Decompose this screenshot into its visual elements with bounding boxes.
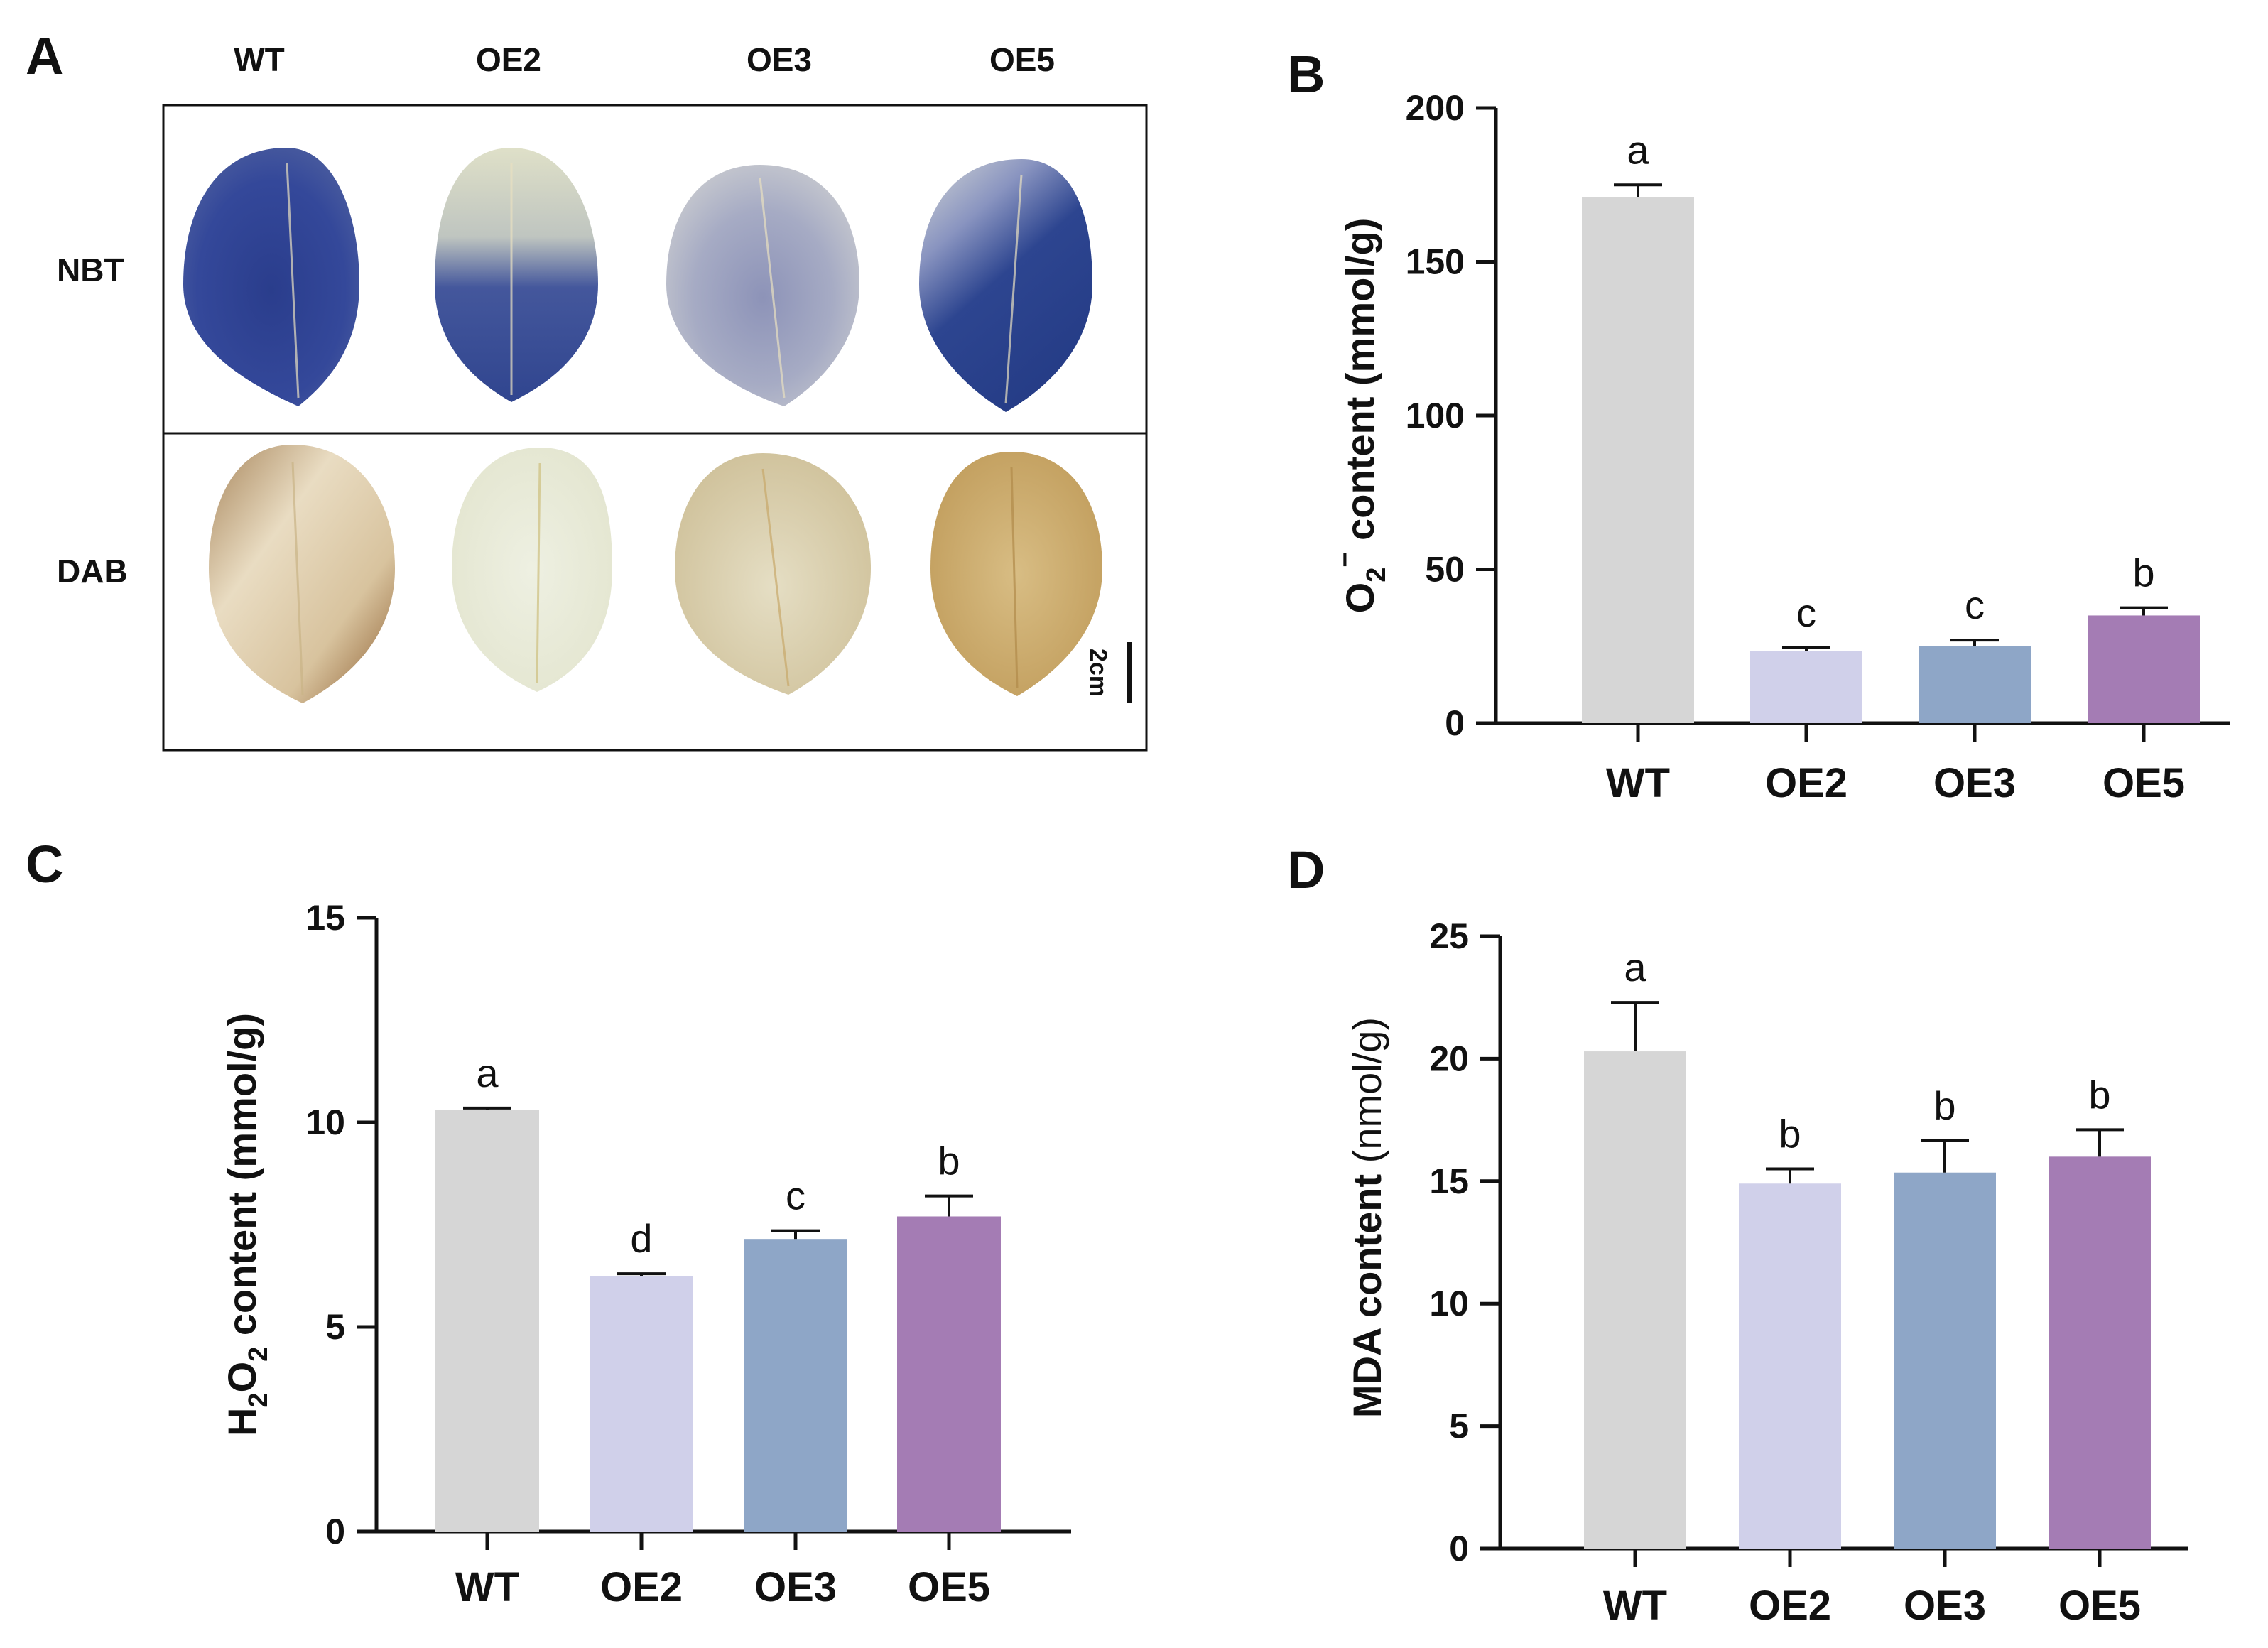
category-label-c-wt: WT xyxy=(455,1564,519,1610)
y-tick-label-c-5: 5 xyxy=(325,1307,345,1347)
significance-label-d-oe3: b xyxy=(1933,1083,1955,1128)
leaf-dab-oe3 xyxy=(675,453,871,695)
y-tick-label-b-100: 100 xyxy=(1406,396,1465,435)
significance-label-c-oe5: b xyxy=(938,1139,960,1183)
scale-bar-label: 2cm xyxy=(1085,649,1112,697)
bar-d-oe3 xyxy=(1894,1172,1996,1549)
y-tick-label-c-15: 15 xyxy=(305,898,345,938)
y-tick-label-d-5: 5 xyxy=(1449,1406,1469,1446)
bar-d-wt xyxy=(1584,1051,1686,1549)
bar-b-oe2 xyxy=(1750,651,1862,723)
y-tick-label-b-0: 0 xyxy=(1445,703,1465,743)
category-label-b-oe2: OE2 xyxy=(1765,760,1848,806)
leaf-nbt-wt xyxy=(183,148,359,406)
column-header-oe2: OE2 xyxy=(476,41,541,78)
leaf-dab-oe2 xyxy=(452,448,612,692)
y-tick-label-d-20: 20 xyxy=(1429,1039,1469,1078)
panel-label-c: C xyxy=(26,835,63,894)
chart-mda-content: 0 5 10 15 20 25 a WT b OE2 b OE3 b OE5 MDA content (… xyxy=(1345,916,2188,1629)
y-tick-label-c-10: 10 xyxy=(305,1102,345,1142)
category-label-b-oe3: OE3 xyxy=(1933,760,2016,806)
significance-label-d-oe5: b xyxy=(2088,1072,2110,1117)
y-tick-label-b-150: 150 xyxy=(1406,242,1465,282)
y-axis-label-c: H2O2 content (mmol/g) xyxy=(219,1013,273,1436)
category-label-c-oe5: OE5 xyxy=(908,1564,990,1610)
significance-label-c-oe2: d xyxy=(630,1216,652,1261)
panel-label-b: B xyxy=(1287,45,1325,104)
bar-b-oe5 xyxy=(2088,615,2200,723)
y-tick-label-c-0: 0 xyxy=(325,1512,345,1551)
significance-label-c-wt: a xyxy=(476,1051,499,1095)
significance-label-d-wt: a xyxy=(1624,945,1646,990)
bar-b-oe3 xyxy=(1919,646,2031,723)
significance-label-b-oe5: b xyxy=(2132,551,2154,595)
row-label-dab: DAB xyxy=(57,553,128,590)
category-label-d-wt: WT xyxy=(1603,1583,1667,1629)
leaf-midribs xyxy=(286,163,1023,695)
y-tick-label-d-0: 0 xyxy=(1449,1529,1469,1568)
leaf-nbt-oe3 xyxy=(666,165,859,406)
column-header-oe3: OE3 xyxy=(747,41,812,78)
category-label-c-oe2: OE2 xyxy=(600,1564,683,1610)
panel-label-a: A xyxy=(26,26,63,85)
category-label-d-oe3: OE3 xyxy=(1904,1583,1986,1629)
y-tick-label-d-15: 15 xyxy=(1429,1161,1469,1201)
significance-label-c-oe3: c xyxy=(786,1173,805,1218)
y-axis-label-b: O2− content (mmol/g) xyxy=(1330,218,1391,614)
row-label-nbt: NBT xyxy=(57,251,124,288)
chart-h2o2-content: 0 5 10 15 a WT d OE2 c OE3 b OE5 H2O2 content (mmo… xyxy=(219,898,1071,1610)
significance-label-b-wt: a xyxy=(1627,127,1649,172)
bar-c-oe2 xyxy=(590,1276,693,1532)
column-header-wt: WT xyxy=(234,41,285,78)
photo-frame xyxy=(162,104,1148,752)
y-tick-label-b-50: 50 xyxy=(1425,550,1465,590)
panel-label-d: D xyxy=(1287,840,1325,899)
chart-o2-content: 0 50 100 150 200 a WT c OE2 c OE3 b OE5 O2− content… xyxy=(1330,88,2230,806)
y-tick-label-d-25: 25 xyxy=(1429,916,1469,956)
column-header-oe5: OE5 xyxy=(989,41,1055,78)
category-label-b-oe5: OE5 xyxy=(2102,760,2185,806)
bar-d-oe2 xyxy=(1739,1183,1841,1549)
leaf-nbt-oe5 xyxy=(919,159,1092,412)
leaf-nbt-oe2 xyxy=(435,148,598,402)
significance-label-d-oe2: b xyxy=(1779,1112,1801,1156)
leaf-dab-oe5 xyxy=(930,452,1102,696)
bar-c-oe3 xyxy=(744,1239,847,1532)
leaf-photo-panel: WT OE2 OE3 OE5 NBT DAB 2cm xyxy=(57,41,1148,752)
category-label-c-oe3: OE3 xyxy=(754,1564,837,1610)
significance-label-b-oe3: c xyxy=(1965,582,1985,627)
y-axis-label-d: MDA content (nmol/g) xyxy=(1345,1017,1389,1418)
bar-b-wt xyxy=(1582,197,1694,723)
category-label-d-oe2: OE2 xyxy=(1749,1583,1831,1629)
leaf-dab-wt xyxy=(209,445,395,703)
category-label-d-oe5: OE5 xyxy=(2058,1583,2141,1629)
bar-c-wt xyxy=(435,1110,539,1532)
y-tick-label-b-200: 200 xyxy=(1406,88,1465,128)
bar-d-oe5 xyxy=(2049,1156,2151,1549)
bar-c-oe5 xyxy=(897,1216,1001,1532)
category-label-b-wt: WT xyxy=(1606,760,1670,806)
y-tick-label-d-10: 10 xyxy=(1429,1284,1469,1323)
significance-label-b-oe2: c xyxy=(1796,590,1816,635)
